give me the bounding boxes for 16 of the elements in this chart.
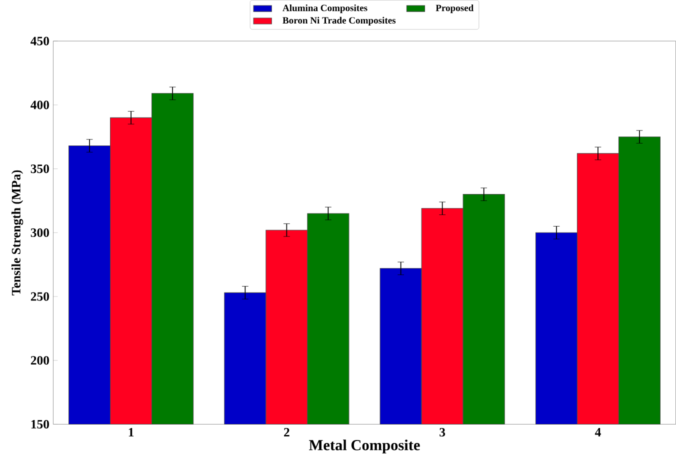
y-tick-label: 250	[30, 292, 49, 301]
x-tick-label: 2	[284, 428, 290, 436]
legend-label: Proposed	[436, 4, 474, 14]
y-tick-label: 350	[30, 164, 49, 174]
y-tick-label: 400	[30, 100, 49, 110]
y-axis-title: Tensile Strength (MPa)	[11, 170, 24, 296]
x-axis-title: Metal Composite	[309, 440, 420, 454]
y-tick-label: 450	[30, 36, 49, 46]
legend-label: Alumina Composites	[282, 4, 368, 14]
y-tick-label: 200	[30, 356, 49, 365]
x-tick-label: 1	[128, 428, 134, 436]
legend-label: Boron Ni Trade Composites	[282, 16, 396, 26]
x-tick-label: 4	[594, 428, 601, 436]
y-tick-label: 150	[31, 420, 49, 429]
y-tick-label: 300	[30, 228, 49, 237]
x-tick-label: 3	[440, 428, 446, 437]
